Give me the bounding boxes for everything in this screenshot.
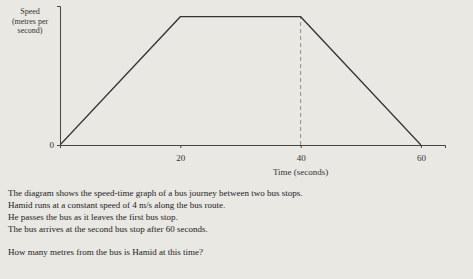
x-tick-mark [301,145,302,148]
y-tick-label: 0 [50,140,55,150]
guide-line [300,17,301,145]
x-tick-mark [421,145,422,148]
x-axis-line [61,146,446,149]
y-axis-title: Speed(metres persecond) [12,7,49,35]
x-tick: 40 [297,145,307,163]
x-axis: 20 40 60 [61,145,446,163]
annotation: He passes the bus as it leaves the first… [8,212,178,222]
x-tick-label: 60 [417,153,427,163]
y-axis-line [57,7,61,146]
y-tick-mark [57,145,60,146]
y-axis-title-line: second) [18,26,43,35]
annotation: How many metres from the bus is Hamid at… [8,247,203,257]
x-tick-label: 20 [176,153,186,163]
x-axis-title: Time (seconds) [273,167,328,177]
x-tick-mark [180,145,181,148]
y-axis-title-line: Speed [20,7,40,16]
y-axis-title-line: (metres per [12,17,49,26]
x-tick: 20 [176,145,186,163]
x-tick: 60 [417,145,427,163]
annotation: The diagram shows the speed-time graph o… [8,188,302,198]
x-tick-label: 40 [297,153,307,163]
annotation: Hamid runs at a constant speed of 4 m/s … [8,200,225,210]
annotation: The bus arrives at the second bus stop a… [8,224,208,234]
speed-line [60,17,421,145]
chart: 20 40 60 0 Speed(metres persecond) Time (seco… [0,0,473,279]
y-tick: 0 [50,140,61,150]
plot-area [60,17,421,145]
y-axis: 0 [50,7,61,151]
